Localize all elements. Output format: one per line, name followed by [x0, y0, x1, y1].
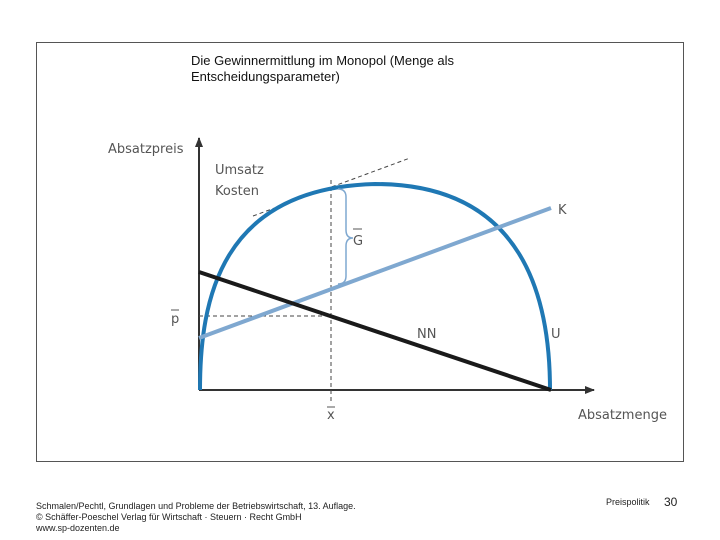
demand-line-label: NN [417, 327, 436, 342]
credit-line-1: Schmalen/Pechtl, Grundlagen und Probleme… [36, 501, 356, 511]
demand-line [198, 270, 552, 392]
profit-label: G [353, 234, 363, 249]
price-label: p [171, 312, 179, 327]
cost-line-label: K [558, 203, 567, 218]
diagram-frame [36, 42, 684, 462]
cost-line [198, 206, 552, 340]
quantity-label: x [327, 408, 335, 423]
page-number: 30 [664, 495, 678, 509]
cost-curve-label: Kosten [215, 184, 259, 199]
x-axis-label: Absatzmenge [578, 408, 667, 423]
section-label: Preispolitik [606, 497, 650, 507]
credit-line-2: © Schäffer-Poeschel Verlag für Wirtschaf… [36, 512, 302, 522]
revenue-line-label: U [551, 327, 561, 342]
revenue-curve-label: Umsatz [215, 163, 264, 178]
title-line-1: Die Gewinnermittlung im Monopol (Menge a… [191, 53, 455, 68]
profit-brace [337, 188, 354, 285]
credit-line-3: www.sp-dozenten.de [36, 523, 120, 533]
footer-credit: Schmalen/Pechtl, Grundlagen und Probleme… [36, 501, 356, 534]
y-axis-label: Absatzpreis [108, 142, 184, 157]
slide-title: Die Gewinnermittlung im Monopol (Menge a… [191, 53, 454, 85]
title-line-2: Entscheidungsparameter) [191, 69, 340, 84]
revenue-curve [198, 181, 552, 391]
